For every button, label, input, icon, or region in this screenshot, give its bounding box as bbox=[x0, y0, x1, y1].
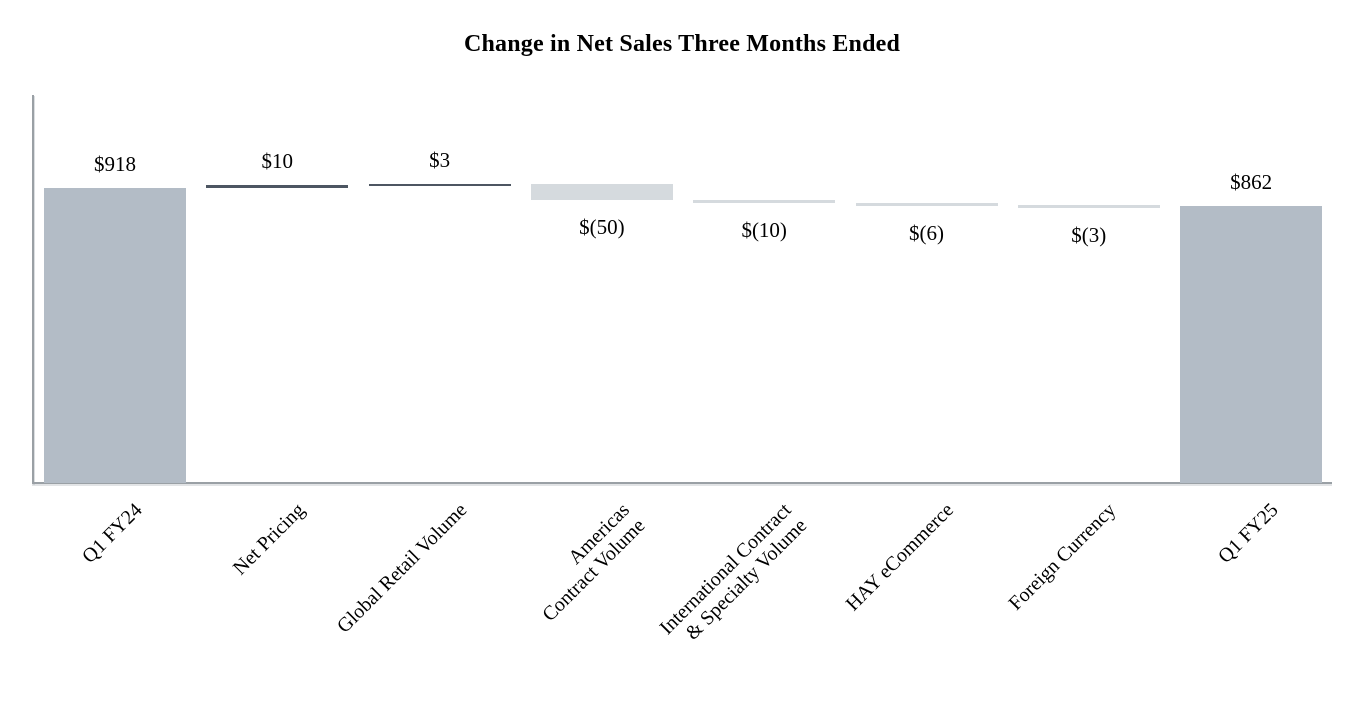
value-label-americas-contract-volume: $(50) bbox=[579, 214, 625, 239]
bar-hay-ecommerce bbox=[855, 203, 998, 206]
category-label-americas-contract-volume: Americas Contract Volume bbox=[537, 499, 650, 626]
category-label-q1-fy24: Q1 FY24 bbox=[77, 499, 147, 568]
bar-net-pricing bbox=[206, 184, 349, 188]
bar-americas-contract-volume bbox=[530, 183, 673, 200]
value-label-hay-ecommerce: $(6) bbox=[909, 220, 944, 245]
category-label-hay-ecommerce: HAY eCommerce bbox=[841, 499, 959, 616]
bar-foreign-currency bbox=[1017, 205, 1160, 208]
value-label-net-pricing: $10 bbox=[261, 148, 294, 173]
category-label-q1-fy25: Q1 FY25 bbox=[1214, 499, 1283, 568]
value-label-q1-fy24: $918 bbox=[94, 152, 136, 176]
category-label-net-pricing: Net Pricing bbox=[228, 499, 309, 580]
value-label-international-contract-specialty-volume: $(10) bbox=[741, 218, 787, 243]
value-label-foreign-currency: $(3) bbox=[1071, 222, 1107, 247]
bar-q1-fy25 bbox=[1180, 206, 1323, 483]
chart-title: Change in Net Sales Three Months Ended bbox=[463, 31, 901, 57]
y-axis-line bbox=[32, 95, 34, 484]
value-label-global-retail-volume: $3 bbox=[429, 147, 451, 172]
bar-q1-fy24 bbox=[44, 188, 186, 483]
category-label-global-retail-volume: Global Retail Volume bbox=[332, 499, 472, 638]
category-label-international-contract-specialty-volume: International Contract & Specialty Volum… bbox=[655, 499, 812, 645]
bar-global-retail-volume bbox=[368, 183, 511, 187]
category-label-foreign-currency: Foreign Currency bbox=[1004, 499, 1121, 615]
x-axis-line bbox=[32, 482, 1332, 484]
value-label-q1-fy25: $862 bbox=[1230, 170, 1273, 194]
bar-international-contract-specialty-volume bbox=[693, 199, 836, 204]
